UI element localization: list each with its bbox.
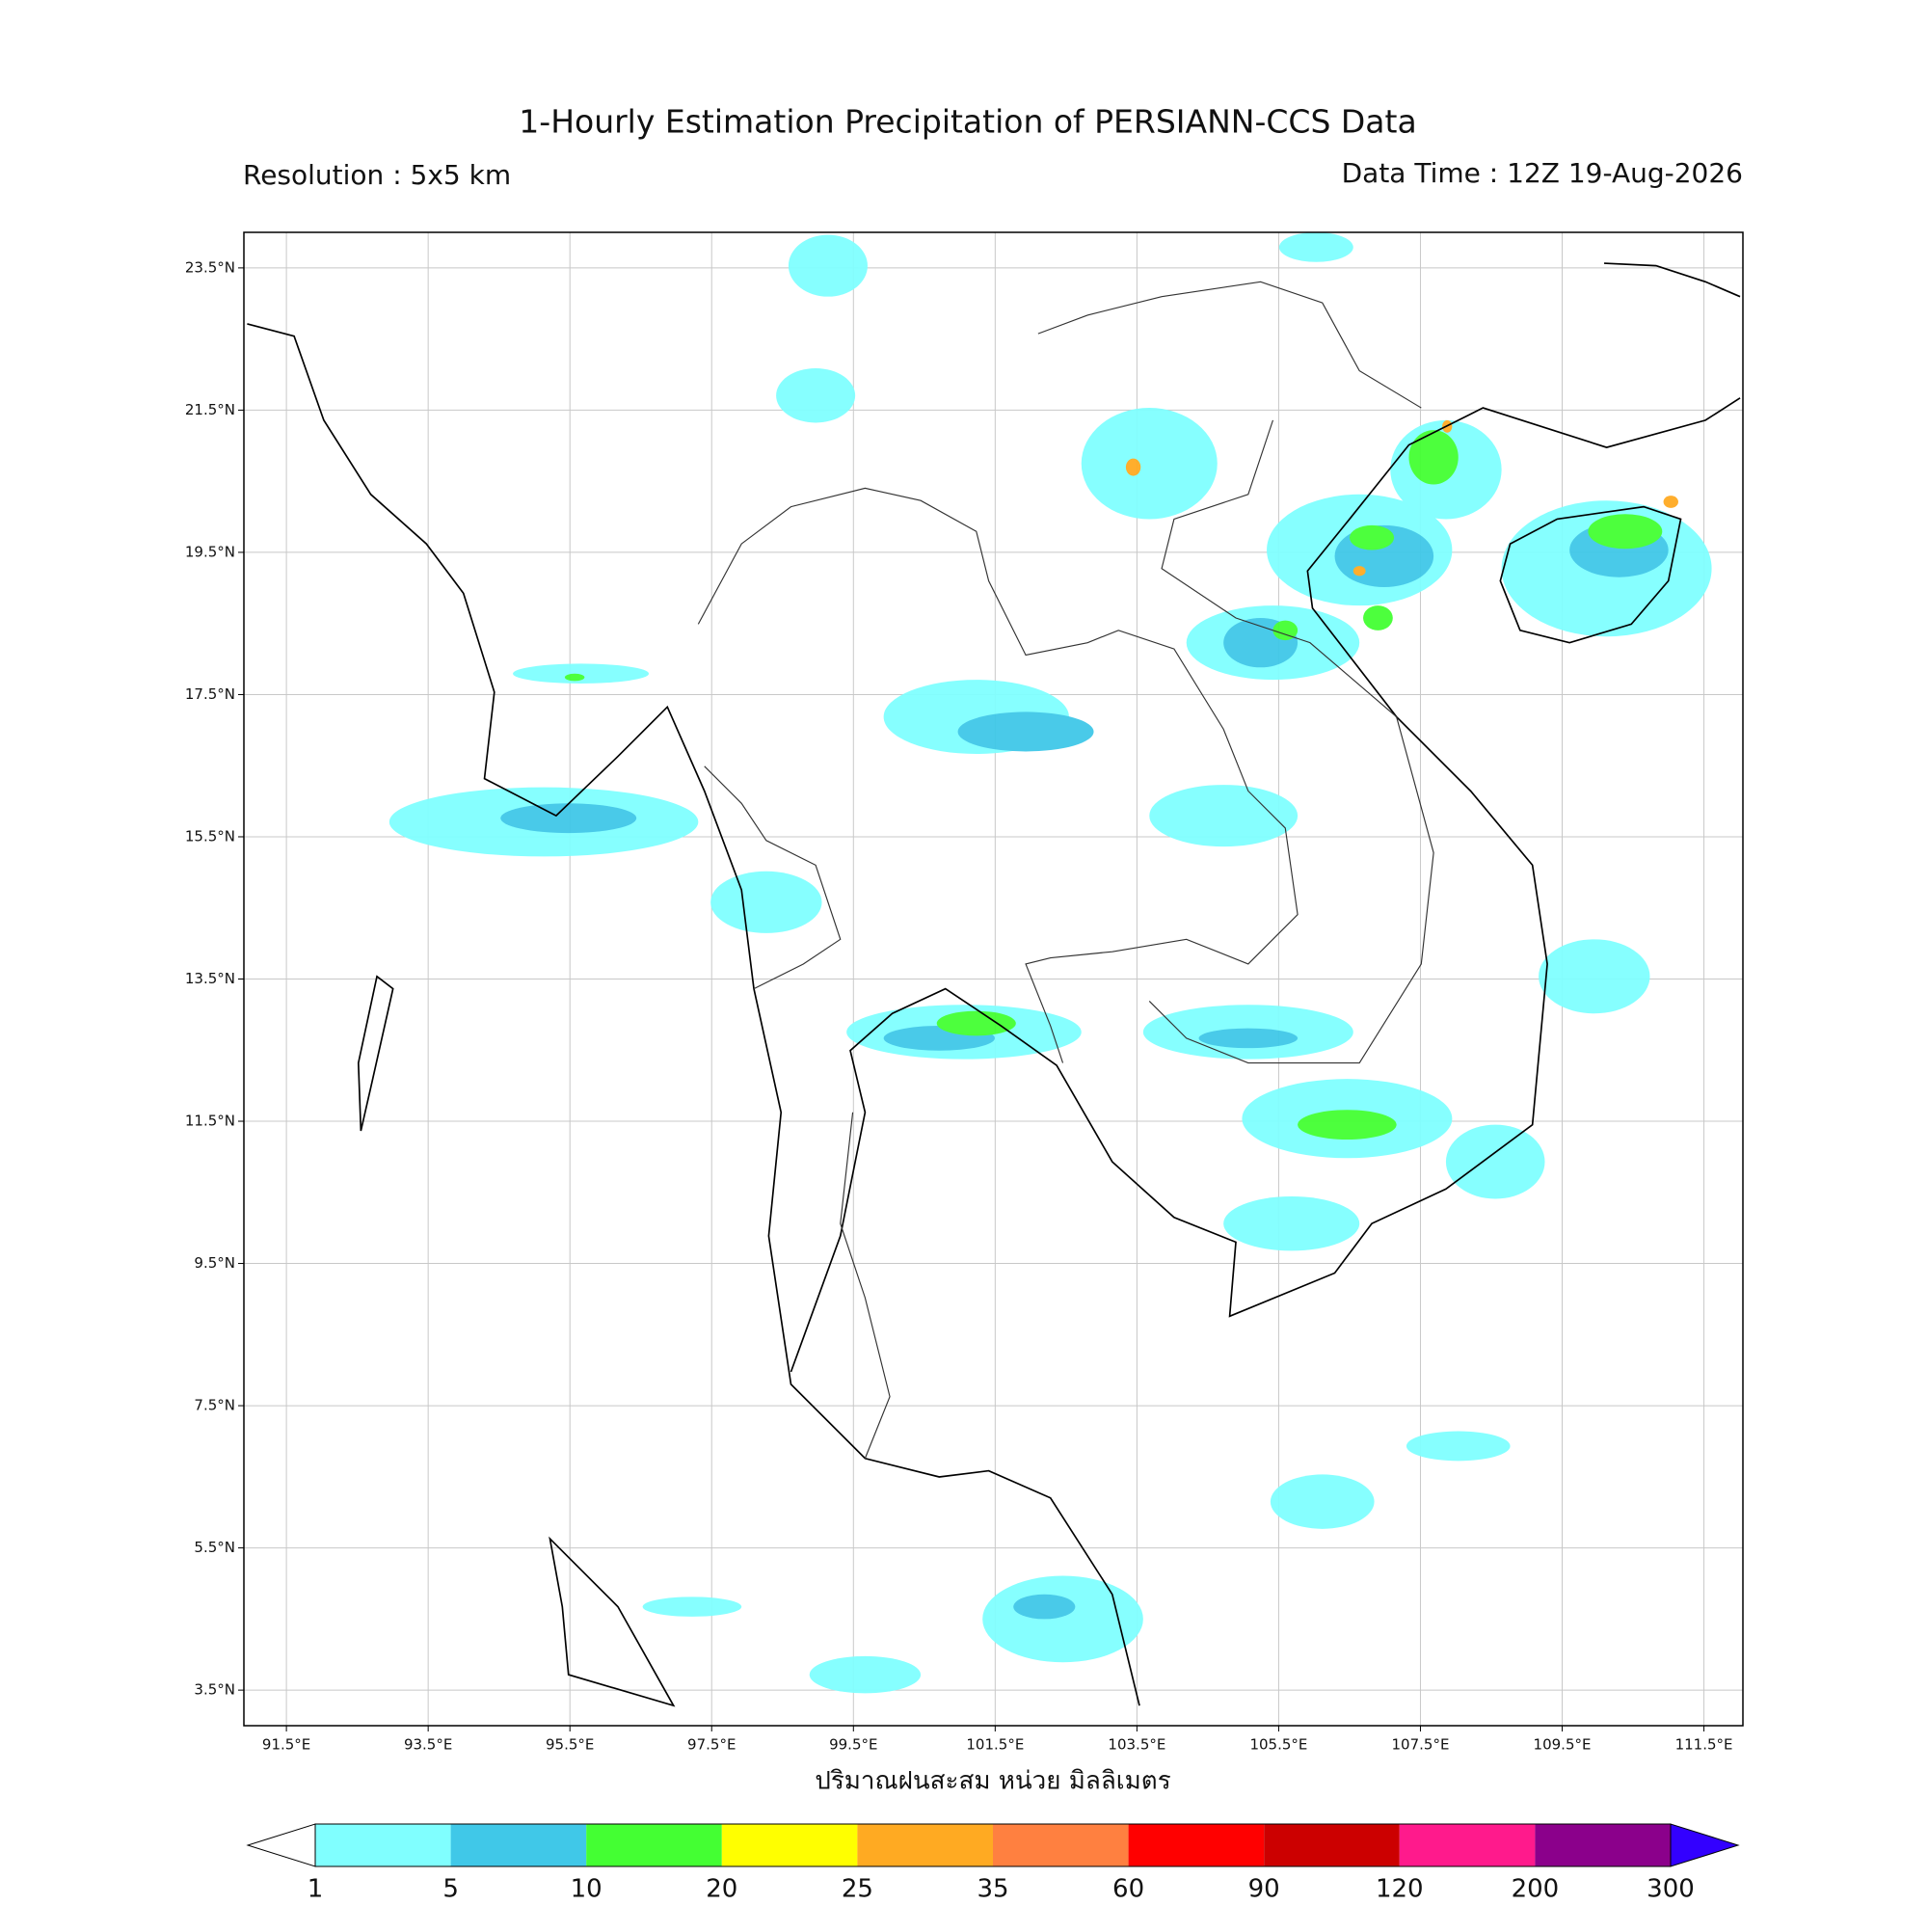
- colorbar-under: [246, 1823, 316, 1867]
- lat-tick-label: 15.5°N: [185, 827, 235, 845]
- colorbar-segment: [1399, 1824, 1536, 1866]
- colorbar-tick-label: 20: [706, 1875, 737, 1904]
- grid: [244, 232, 1743, 1726]
- colorbar: 1 5 10 20 25 35 60 90 120 200 300: [246, 1823, 1740, 1904]
- colorbar-tick-label: 5: [442, 1875, 459, 1904]
- colorbar-tick-label: 60: [1112, 1875, 1144, 1904]
- title: 1-Hourly Estimation Precipitation of PER…: [519, 103, 1416, 141]
- colorbar-tick-label: 25: [842, 1875, 873, 1904]
- colorbar-segment: [1264, 1824, 1400, 1866]
- lat-tick-label: 21.5°N: [185, 401, 235, 418]
- colorbar-segment: [1128, 1824, 1265, 1866]
- rain-light: [388, 232, 1712, 1694]
- colorbar-tick-label: 120: [1376, 1875, 1424, 1904]
- lat-tick-label: 13.5°N: [185, 970, 235, 987]
- lon-tick-label: 101.5°E: [966, 1736, 1024, 1754]
- rain-intense: [1125, 419, 1678, 577]
- coastlines: [247, 262, 1741, 1707]
- colorbar-segment: [857, 1824, 993, 1866]
- colorbar-segment: [1535, 1824, 1671, 1866]
- lon-tick-label: 109.5°E: [1534, 1736, 1592, 1754]
- colorbar-segment: [721, 1824, 858, 1866]
- colorbar-over: [1670, 1823, 1740, 1867]
- lon-tick-label: 103.5°E: [1108, 1736, 1165, 1754]
- lon-tick-label: 99.5°E: [829, 1736, 877, 1754]
- lon-tick-label: 93.5°E: [404, 1736, 452, 1754]
- lat-tick-label: 19.5°N: [185, 543, 235, 560]
- colorbar-tick-label: 300: [1647, 1875, 1695, 1904]
- colorbar-segment: [586, 1824, 722, 1866]
- lon-tick-label: 111.5°E: [1675, 1736, 1733, 1754]
- resolution: Resolution : 5x5 km: [243, 159, 511, 191]
- colorbar-tick-label: 200: [1512, 1875, 1560, 1904]
- precipitation: [388, 232, 1712, 1694]
- colorbar-tick-label: 90: [1248, 1875, 1280, 1904]
- colorbar-tick-label: 35: [977, 1875, 1008, 1904]
- data-time: Data Time : 12Z 19-Aug-2026: [1342, 157, 1743, 189]
- lat-tick-label: 3.5°N: [194, 1681, 235, 1699]
- lat-tick-label: 17.5°N: [185, 685, 235, 703]
- colorbar-segment: [993, 1824, 1129, 1866]
- colorbar-outline: [314, 1823, 1672, 1867]
- lat-tick-label: 9.5°N: [194, 1254, 235, 1272]
- colorbar-segment: [450, 1824, 587, 1866]
- lat-tick-label: 11.5°N: [185, 1113, 235, 1130]
- lat-tick-label: 23.5°N: [185, 258, 235, 276]
- lon-tick-label: 107.5°E: [1392, 1736, 1450, 1754]
- lon-tick-label: 105.5°E: [1249, 1736, 1307, 1754]
- rain-heavy: [564, 430, 1663, 1140]
- lon-tick-label: 95.5°E: [546, 1736, 594, 1754]
- lat-tick-label: 7.5°N: [194, 1397, 235, 1414]
- lon-tick-label: 91.5°E: [262, 1736, 310, 1754]
- colorbar-segment: [315, 1824, 451, 1866]
- borders: [697, 281, 1434, 1459]
- colorbar-tick-label: 10: [571, 1875, 602, 1904]
- lon-tick-label: 97.5°E: [687, 1736, 736, 1754]
- lat-tick-label: 5.5°N: [194, 1539, 235, 1556]
- colorbar-tick-label: 1: [308, 1875, 324, 1904]
- colorbar-label: ปริมาณฝนสะสม หน่วย มิลลิเมตร: [815, 1767, 1170, 1796]
